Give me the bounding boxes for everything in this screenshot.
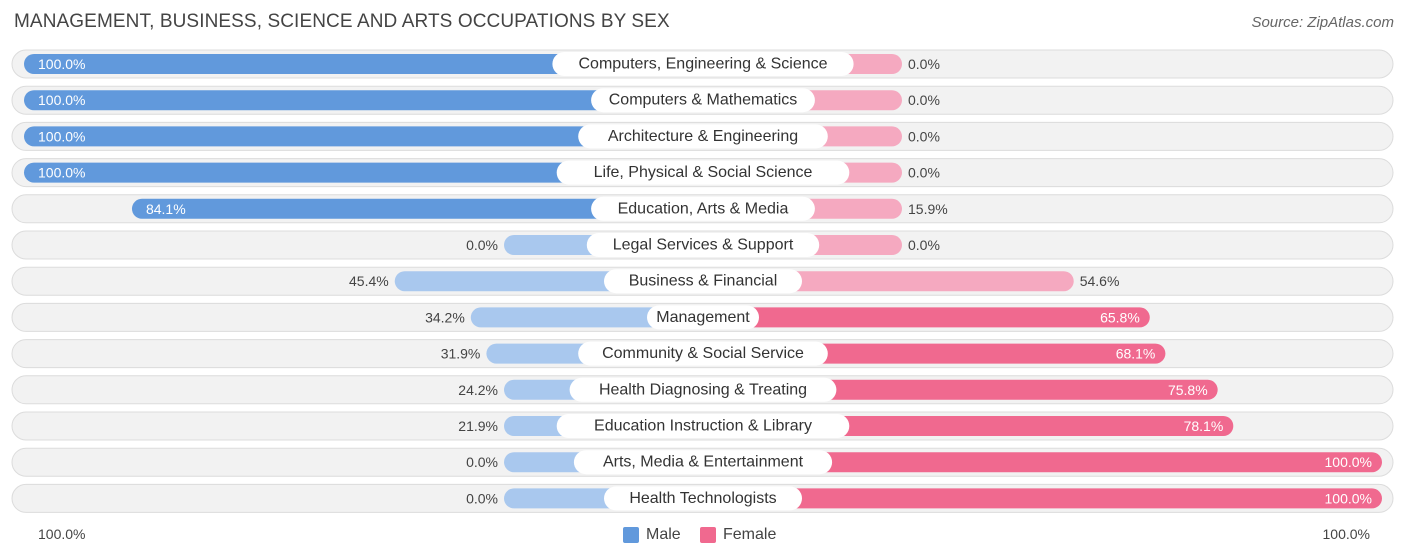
legend: Male Female [0,522,1406,546]
female-value-label: 0.0% [908,92,940,108]
category-label-bg [578,341,828,366]
legend-label-male: Male [646,526,681,543]
male-value-label: 100.0% [38,56,85,72]
male-bar [24,90,703,111]
male-value-label: 31.9% [441,346,481,362]
category-label-bg [604,269,802,294]
category-label: Life, Physical & Social Science [594,164,813,181]
male-value-label: 0.0% [466,454,498,470]
female-value-label: 65.8% [1100,309,1140,325]
female-value-label: 0.0% [908,237,940,253]
legend-swatch-female [700,527,716,543]
male-bar [131,198,703,219]
male-bar [24,162,703,183]
male-bar [24,126,703,147]
female-value-label: 0.0% [908,128,940,144]
female-value-label: 0.0% [908,165,940,181]
female-value-label: 0.0% [908,56,940,72]
legend-swatch-male [623,527,639,543]
male-bar [24,54,703,74]
category-label-bg [591,196,815,221]
category-label: Education, Arts & Media [618,200,789,217]
category-label: Computers & Mathematics [609,92,798,109]
female-value-label: 100.0% [1325,490,1372,506]
category-label-bg [578,124,828,149]
male-value-label: 45.4% [349,273,389,289]
chart-source: Source: ZipAtlas.com [1251,14,1394,31]
category-label-bg [591,88,815,113]
axis-left-label: 100.0% [38,526,86,542]
male-value-label: 34.2% [425,309,465,325]
category-label-bg [604,486,802,511]
male-value-label: 100.0% [38,165,85,181]
category-label-bg [573,450,833,475]
female-value-label: 15.9% [908,201,948,217]
legend-label-female: Female [723,526,777,543]
female-value-label: 68.1% [1116,346,1156,362]
chart-title: MANAGEMENT, BUSINESS, SCIENCE AND ARTS O… [14,11,670,32]
category-label: Management [656,309,750,326]
category-label-bg [556,414,850,438]
category-label-bg [552,52,854,76]
category-label: Legal Services & Support [613,237,794,254]
female-value-label: 75.8% [1168,382,1208,398]
male-value-label: 100.0% [38,128,85,144]
male-value-label: 100.0% [38,92,85,108]
axis-right-label: 100.0% [1322,526,1370,542]
category-label: Arts, Media & Entertainment [603,454,804,471]
female-value-label: 54.6% [1080,273,1120,289]
female-bar [703,452,1382,473]
male-value-label: 24.2% [458,382,498,398]
diverging-bar-chart: 100.0% 0.0% Computers, Engineering & Scien… [11,49,1394,513]
female-bar [703,307,1150,328]
category-label-bg [647,305,759,330]
category-label-bg [569,377,837,402]
category-label: Business & Financial [629,273,778,290]
category-label: Health Technologists [629,490,776,507]
male-bar [470,307,703,328]
category-label: Education Instruction & Library [594,418,812,435]
category-label-bg [556,160,850,185]
category-label: Computers, Engineering & Science [578,56,827,73]
female-bar [703,488,1382,509]
female-value-label: 100.0% [1325,454,1372,470]
male-value-label: 0.0% [466,237,498,253]
male-value-label: 0.0% [466,490,498,506]
category-label-bg [586,233,820,257]
category-label: Health Diagnosing & Treating [599,381,807,398]
category-label: Community & Social Service [602,345,804,362]
male-value-label: 84.1% [146,201,186,217]
male-value-label: 21.9% [458,418,498,434]
category-label: Architecture & Engineering [608,128,798,145]
female-value-label: 78.1% [1184,418,1224,434]
